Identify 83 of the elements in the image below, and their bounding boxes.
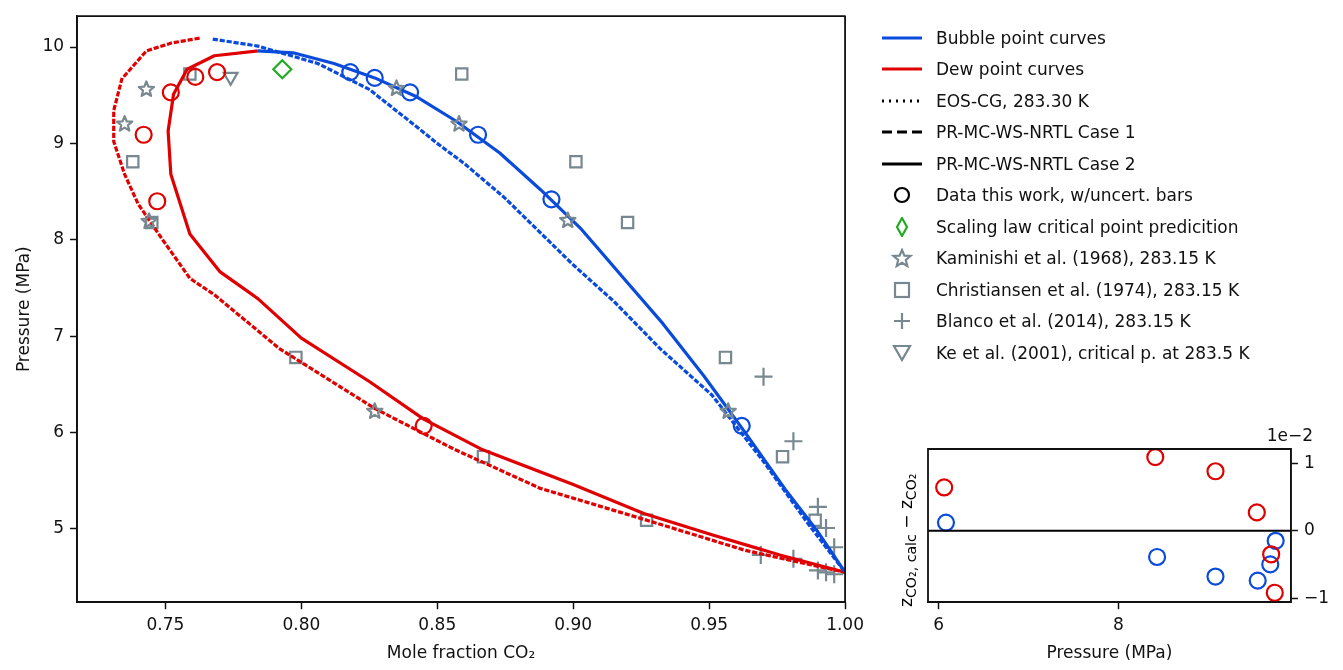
text: 1e−2	[1266, 424, 1313, 445]
x-tick-label: 6	[933, 613, 945, 634]
point	[161, 83, 180, 102]
point	[1147, 547, 1167, 567]
point	[559, 211, 577, 229]
point	[639, 513, 654, 528]
point	[115, 115, 134, 132]
point	[148, 192, 167, 211]
point	[824, 564, 845, 585]
x-axis-title: Pressure (MPa)	[1046, 642, 1173, 663]
point	[1206, 567, 1225, 586]
point	[365, 68, 384, 87]
point	[815, 517, 837, 539]
point	[400, 83, 420, 102]
point	[620, 215, 635, 230]
legend-label: EOS-CG, 283.30 K	[936, 90, 1089, 111]
legend-label: PR-MC-WS-NRTL Case 2	[936, 153, 1136, 174]
point	[775, 449, 790, 464]
y-tick-label: 7	[53, 324, 65, 345]
legend-label: Christiansen et al. (1974), 283.15 K	[936, 279, 1240, 300]
point	[808, 513, 822, 528]
x-tick-label: 8	[1113, 613, 1124, 634]
y-tick-label: 1	[1303, 451, 1315, 472]
x-tick-label: 1.00	[826, 613, 864, 634]
point	[140, 212, 158, 230]
point	[137, 80, 156, 98]
point	[718, 350, 733, 365]
point	[468, 125, 488, 144]
y-tick-label: 8	[53, 228, 65, 249]
point	[732, 416, 751, 435]
y-tick-label: −1	[1303, 586, 1329, 607]
y-tick-label: 0	[1303, 519, 1315, 540]
legend-label: Dew point curves	[936, 59, 1085, 80]
point	[289, 350, 303, 365]
legend-label: Ke et al. (2001), critical p. at 283.5 K	[936, 342, 1250, 363]
y-tick-label: 6	[53, 420, 65, 441]
point	[450, 115, 468, 132]
point	[126, 154, 140, 169]
legend-label: Bubble point curves	[936, 27, 1106, 48]
point	[807, 496, 828, 517]
legend-label: Blanco et al. (2014), 283.15 K	[936, 311, 1191, 332]
point	[807, 560, 828, 581]
point	[414, 416, 433, 435]
point	[935, 478, 954, 497]
x-tick-label: 0.95	[690, 613, 729, 634]
point	[936, 513, 956, 532]
point	[454, 67, 469, 81]
point	[783, 548, 804, 569]
point	[186, 67, 205, 87]
x-tick-label: 0.90	[554, 613, 593, 634]
legend-label: Scaling law critical point predicition	[936, 216, 1239, 237]
point	[1265, 583, 1284, 602]
point	[366, 402, 384, 419]
y-tick-label: 5	[53, 517, 65, 538]
x-tick-label: 0.75	[146, 613, 185, 634]
point	[1248, 571, 1267, 590]
point	[341, 62, 360, 82]
x-tick-label: 0.85	[418, 613, 457, 634]
point	[753, 366, 774, 387]
point	[719, 402, 737, 419]
point	[1206, 462, 1225, 481]
point	[207, 62, 227, 82]
point	[1262, 545, 1281, 564]
point	[1266, 531, 1285, 550]
legend-label: PR-MC-WS-NRTL Case 1	[936, 122, 1136, 143]
x-axis-title: Mole fraction CO₂	[386, 642, 536, 663]
point	[272, 59, 293, 80]
point	[1146, 449, 1165, 467]
point	[542, 190, 561, 209]
y-tick-label: 10	[42, 35, 65, 56]
legend-label: Data this work, w/uncert. bars	[936, 185, 1193, 206]
point	[145, 215, 159, 230]
legend-label: Kaminishi et al. (1968), 283.15 K	[936, 248, 1216, 269]
point	[1261, 555, 1280, 574]
x-tick-label: 0.80	[282, 613, 321, 634]
point	[387, 79, 406, 97]
y-axis-title: Pressure (MPa)	[12, 246, 33, 373]
y-tick-label: 9	[53, 131, 65, 152]
point	[1247, 503, 1266, 522]
point	[569, 154, 583, 169]
point	[783, 431, 804, 452]
point	[134, 125, 153, 144]
point	[476, 449, 491, 464]
